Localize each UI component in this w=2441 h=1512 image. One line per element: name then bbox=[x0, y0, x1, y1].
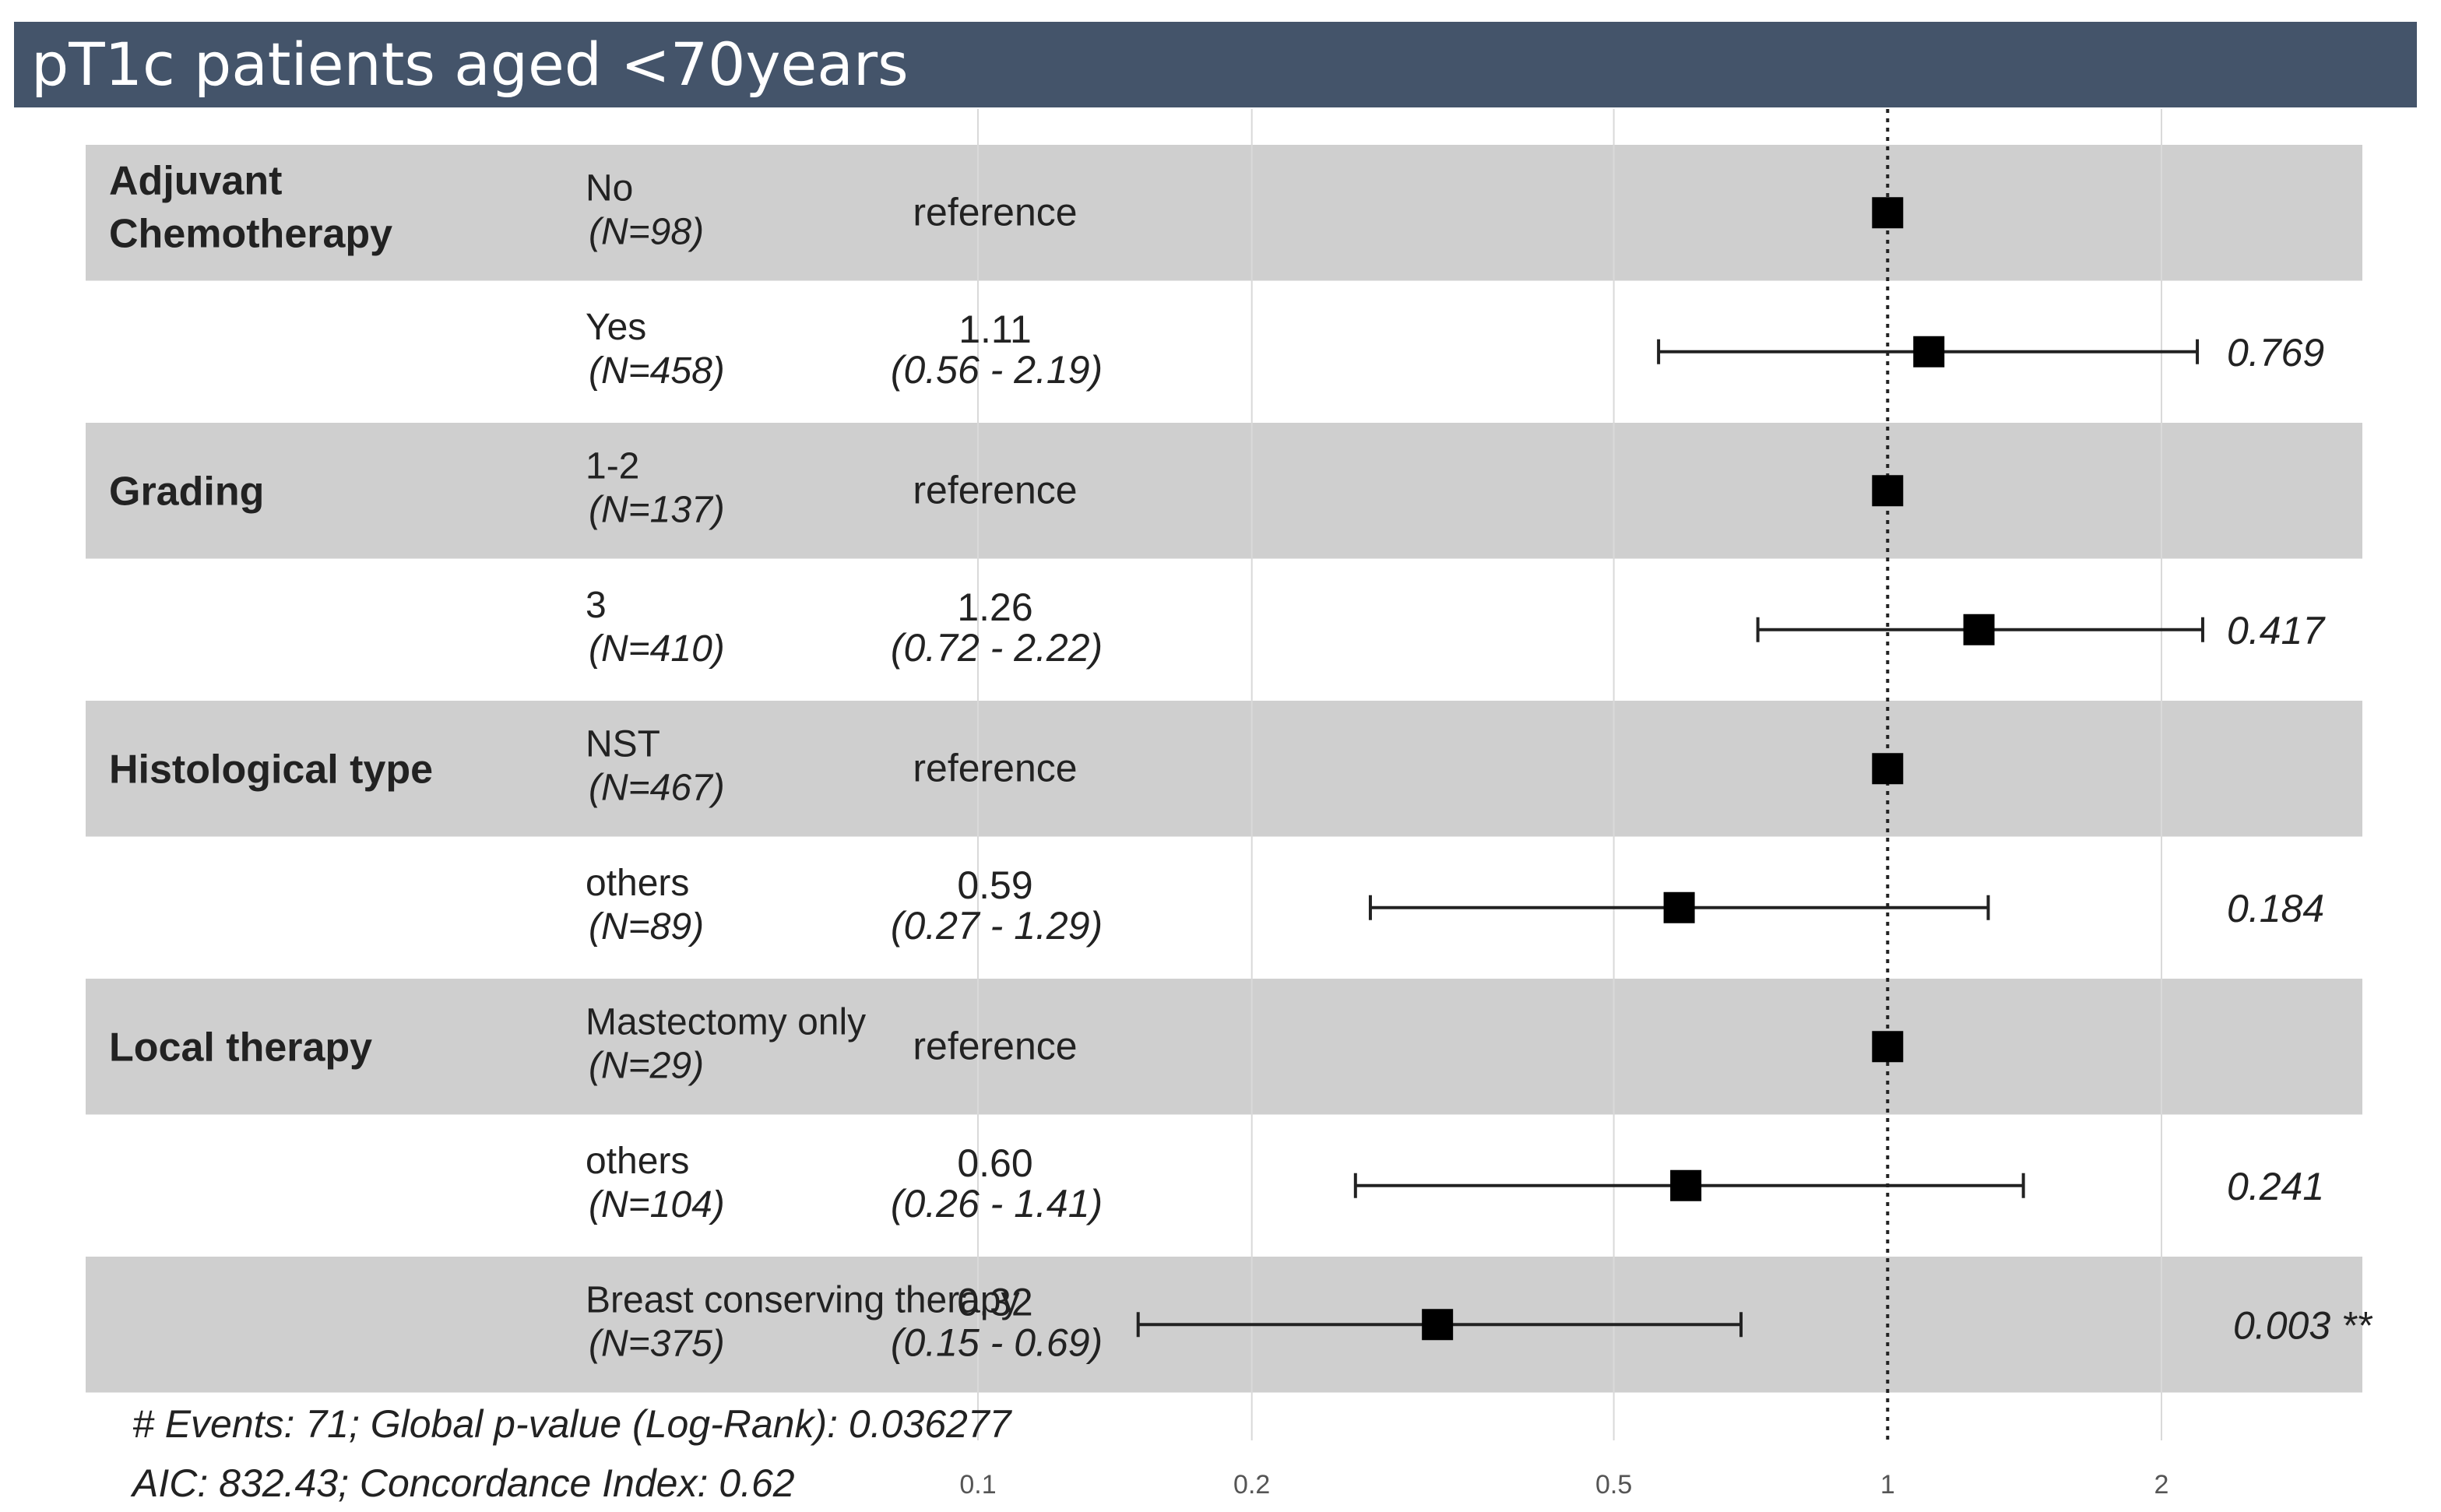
p-value-label: 0.417 bbox=[2227, 609, 2326, 652]
ci-label: (0.15 - 0.69) bbox=[891, 1320, 1103, 1364]
variable-label: Adjuvant Chemotherapy bbox=[109, 158, 392, 256]
level-label: 3 bbox=[586, 585, 607, 626]
ci-label: (0.26 - 1.41) bbox=[891, 1182, 1103, 1225]
row-band bbox=[86, 979, 2362, 1115]
hr-point bbox=[1872, 197, 1904, 229]
level-label: 1-2 bbox=[586, 445, 639, 487]
reference-label: reference bbox=[913, 468, 1077, 512]
hr-point bbox=[1872, 1031, 1904, 1063]
ci-label: (0.72 - 2.22) bbox=[891, 626, 1103, 670]
hr-estimate-label: 0.59 bbox=[957, 863, 1032, 907]
p-value-label: 0.184 bbox=[2227, 887, 2324, 930]
hr-estimate-label: 1.11 bbox=[958, 308, 1032, 351]
variable-label: Grading bbox=[109, 469, 264, 514]
row-band bbox=[86, 423, 2362, 559]
level-label: others bbox=[586, 863, 689, 904]
hr-point bbox=[1872, 753, 1904, 785]
n-label: (N=89) bbox=[589, 906, 704, 948]
n-label: (N=467) bbox=[589, 767, 725, 808]
footer-aic: AIC: 832.43; Concordance Index: 0.62 bbox=[132, 1461, 795, 1505]
p-value-label: 0.241 bbox=[2227, 1165, 2324, 1208]
x-tick-label: 0.1 bbox=[959, 1470, 996, 1500]
hr-estimate-label: 0.60 bbox=[957, 1141, 1032, 1185]
reference-label: reference bbox=[913, 190, 1077, 234]
reference-label: reference bbox=[913, 746, 1077, 789]
n-label: (N=375) bbox=[589, 1323, 725, 1364]
ci-label: (0.56 - 2.19) bbox=[891, 348, 1103, 392]
chart-title: pT1c patients aged <70years bbox=[31, 30, 909, 99]
hr-point bbox=[1670, 1169, 1702, 1201]
x-tick-label: 0.5 bbox=[1595, 1470, 1632, 1500]
reference-label: reference bbox=[913, 1024, 1077, 1067]
n-label: (N=98) bbox=[589, 211, 704, 252]
n-label: (N=104) bbox=[589, 1184, 725, 1225]
hr-point bbox=[1872, 475, 1904, 507]
hr-point bbox=[1422, 1309, 1454, 1341]
n-label: (N=410) bbox=[589, 628, 725, 670]
ci-label: (0.27 - 1.29) bbox=[891, 904, 1103, 948]
n-label: (N=29) bbox=[589, 1045, 704, 1086]
level-label: NST bbox=[586, 723, 660, 765]
hr-point bbox=[1963, 614, 1995, 645]
row-band bbox=[86, 145, 2362, 281]
p-value-label: 0.003 ** bbox=[2233, 1303, 2372, 1347]
p-value-label: 0.769 bbox=[2227, 331, 2324, 374]
level-label: Yes bbox=[586, 307, 646, 348]
row-band bbox=[86, 701, 2362, 837]
x-tick-label: 0.2 bbox=[1233, 1470, 1270, 1500]
hr-estimate-label: 1.26 bbox=[957, 585, 1032, 629]
n-label: (N=458) bbox=[589, 350, 725, 392]
level-label: Breast conserving therapy bbox=[586, 1279, 1020, 1320]
n-label: (N=137) bbox=[589, 489, 725, 530]
footer-events: # Events: 71; Global p-value (Log-Rank):… bbox=[132, 1402, 1011, 1446]
level-label: No bbox=[586, 167, 633, 209]
variable-label: Local therapy bbox=[109, 1025, 372, 1070]
title-bar: pT1c patients aged <70years bbox=[14, 22, 2417, 107]
level-label: others bbox=[586, 1141, 689, 1182]
hr-estimate-label: 0.32 bbox=[957, 1280, 1032, 1324]
variable-label: Histological type bbox=[109, 747, 433, 792]
x-tick-label: 1 bbox=[1880, 1470, 1895, 1500]
hr-point bbox=[1913, 336, 1945, 367]
hr-point bbox=[1663, 891, 1695, 923]
x-tick-label: 2 bbox=[2154, 1470, 2169, 1500]
level-label: Mastectomy only bbox=[586, 1001, 866, 1043]
